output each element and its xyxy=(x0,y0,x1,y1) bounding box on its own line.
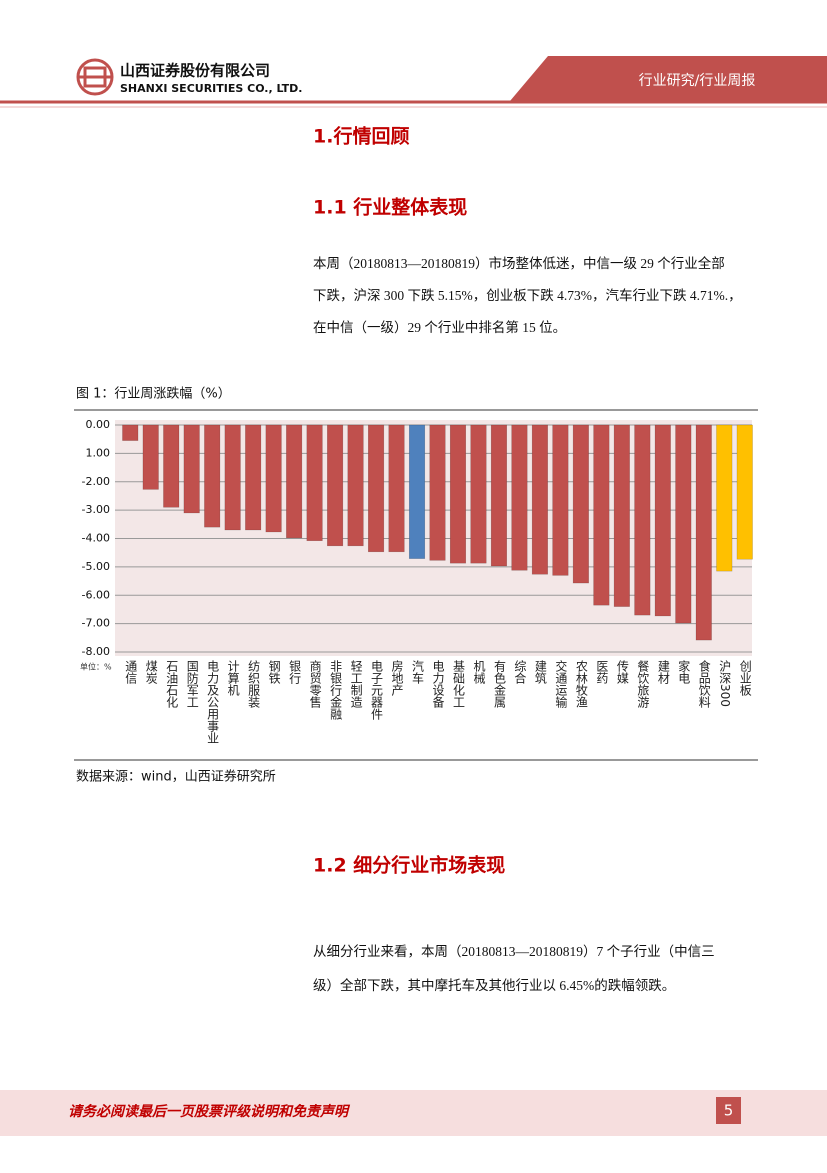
paragraph-line: 级）全部下跌，其中摩托车及其他行业以 6.45%的跌幅领跌。 xyxy=(313,977,675,993)
bar xyxy=(183,424,200,514)
x-tick-label: 传媒 xyxy=(615,659,629,684)
bar xyxy=(634,424,651,616)
page-number: 5 xyxy=(724,1102,734,1120)
x-tick-label: 建筑 xyxy=(533,660,547,684)
bar xyxy=(286,424,303,539)
x-tick-label: 创业板 xyxy=(738,660,752,697)
x-tick-label: 汽车 xyxy=(411,659,425,685)
bar xyxy=(490,424,507,567)
bar xyxy=(245,424,262,531)
x-tick-label: 通信 xyxy=(124,660,138,685)
bar xyxy=(163,424,180,508)
x-tick-label: 电力设备 xyxy=(431,660,445,709)
x-tick-label: 医药 xyxy=(595,660,609,684)
y-tick-label: -3.00 xyxy=(82,503,110,516)
logo xyxy=(76,58,114,96)
bar xyxy=(552,424,569,576)
footer-band xyxy=(0,1090,827,1136)
bar xyxy=(470,424,487,564)
x-tick-label: 机械 xyxy=(472,660,486,684)
x-tick-label: 煤炭 xyxy=(144,660,158,685)
y-tick-label: 0.00 xyxy=(86,418,111,431)
heading: 1.行情回顾 xyxy=(313,125,409,148)
y-tick-label: -7.00 xyxy=(82,617,110,630)
x-tick-label: 石油石化 xyxy=(165,660,179,709)
bar xyxy=(511,424,528,571)
bar xyxy=(675,424,692,624)
x-tick-label: 综合 xyxy=(513,660,527,684)
x-tick-label: 国防军工 xyxy=(185,660,199,708)
figure-source: 数据来源：wind，山西证券研究所 xyxy=(76,769,276,785)
bar xyxy=(429,424,446,561)
x-tick-label: 沪深300 xyxy=(718,660,732,707)
heading: 1.1 行业整体表现 xyxy=(313,196,467,219)
bar xyxy=(736,424,753,560)
y-tick-label: -5.00 xyxy=(82,560,110,573)
bar xyxy=(695,424,712,641)
y-tick-label: -6.00 xyxy=(82,588,110,601)
x-tick-label: 交通运输 xyxy=(554,659,568,709)
x-tick-label: 商贸零售 xyxy=(308,659,322,708)
bar xyxy=(572,424,589,584)
paragraph-line: 下跌，沪深 300 下跌 5.15%，创业板下跌 4.73%，汽车行业下跌 4.… xyxy=(313,287,742,303)
paragraph-line: 本周（20180813—20180819）市场整体低迷，中信一级 29 个行业全… xyxy=(313,255,725,271)
x-tick-label: 钢铁 xyxy=(267,660,281,684)
heading: 1.2 细分行业市场表现 xyxy=(313,854,505,877)
bar xyxy=(613,424,630,607)
company-cn: 山西证券股份有限公司 xyxy=(120,62,270,80)
bar xyxy=(265,424,282,533)
x-tick-label: 电子元器件 xyxy=(370,660,384,720)
page-number-box xyxy=(716,1097,741,1124)
x-tick-label: 建材 xyxy=(656,660,670,684)
paragraph-line: 在中信（一级）29 个行业中排名第 15 位。 xyxy=(313,319,566,335)
x-tick-label: 非银行金融 xyxy=(329,660,343,721)
x-tick-label: 纺织服装 xyxy=(247,660,261,709)
bar xyxy=(204,424,221,528)
bar xyxy=(224,424,241,531)
bar xyxy=(716,424,733,572)
x-tick-label: 电力及公用事业 xyxy=(206,660,220,744)
bar xyxy=(122,424,139,441)
x-tick-label: 农林牧渔 xyxy=(574,660,588,708)
y-tick-label: 1.00 xyxy=(86,446,111,459)
bar xyxy=(368,424,385,553)
bar xyxy=(327,424,344,547)
bar xyxy=(142,424,159,490)
header-banner xyxy=(510,56,827,101)
y-tick-label: -4.00 xyxy=(82,532,110,545)
chart: 0.00 1.00 -2.00 -3.00 -4.00 -5.00 -6.00 -7.00 -8… xyxy=(80,418,753,744)
x-tick-label: 有色金属 xyxy=(492,660,506,709)
x-tick-label: 家电 xyxy=(677,659,691,684)
unit-label: 单位：% xyxy=(80,662,112,672)
x-tick-label: 房地产 xyxy=(390,659,404,697)
x-tick-label: 餐饮旅游 xyxy=(636,659,650,708)
bar xyxy=(347,424,364,547)
bar xyxy=(593,424,610,606)
bar xyxy=(654,424,671,617)
x-tick-label: 食品饮料 xyxy=(697,659,711,708)
bar xyxy=(531,424,548,575)
report-type: 行业研究/行业周报 xyxy=(639,73,756,89)
y-tick-label: -2.00 xyxy=(82,475,110,488)
y-tick-label: -8.00 xyxy=(82,645,110,658)
x-tick-label: 计算机 xyxy=(226,660,240,696)
figure-caption: 图 1：行业周涨跌幅（%） xyxy=(76,386,231,402)
paragraph-line: 从细分行业来看，本周（20180813—20180819）7 个子行业（中信三 xyxy=(313,944,715,959)
bar xyxy=(388,424,405,553)
x-tick-label: 轻工制造 xyxy=(349,660,363,708)
bar xyxy=(449,424,467,564)
bar xyxy=(408,424,426,559)
disclaimer: 请务必阅读最后一页股票评级说明和免责声明 xyxy=(68,1103,351,1120)
x-tick-label: 银行 xyxy=(288,660,302,684)
company-en: SHANXI SECURITIES CO., LTD. xyxy=(120,82,303,95)
x-tick-label: 基础化工 xyxy=(451,660,465,708)
bar xyxy=(306,424,323,542)
